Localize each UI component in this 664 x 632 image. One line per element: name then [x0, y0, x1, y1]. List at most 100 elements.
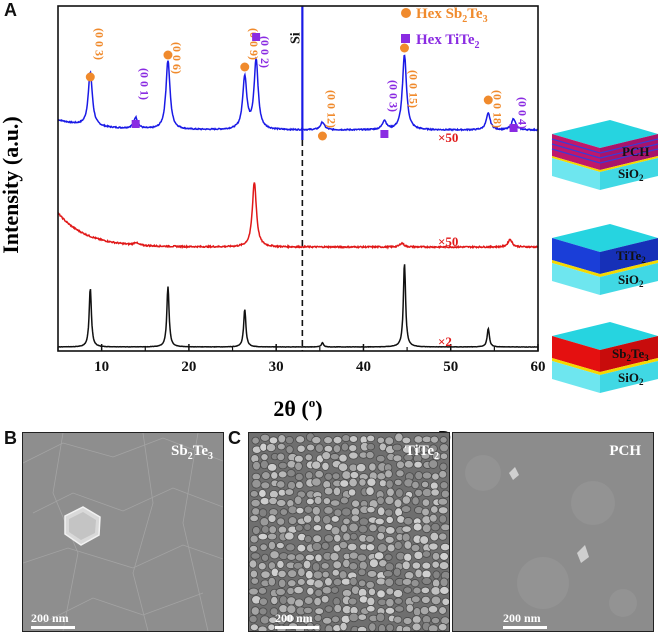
grain [393, 615, 403, 624]
grain [428, 444, 438, 453]
grain [321, 451, 332, 461]
grain [332, 435, 343, 445]
series-scale-tite2: ×50 [438, 234, 458, 249]
grain [312, 524, 323, 532]
grain [393, 498, 403, 508]
grain [348, 597, 358, 606]
sb2te3-marker [483, 95, 493, 105]
grain [305, 570, 314, 580]
grain [303, 505, 313, 514]
grain [365, 580, 375, 589]
grain [268, 525, 277, 535]
grain [284, 531, 295, 541]
grain [339, 496, 349, 505]
grain [330, 526, 341, 536]
grain [340, 577, 352, 586]
grain [365, 534, 375, 543]
grain [429, 513, 438, 523]
grain [420, 586, 430, 595]
grain [297, 567, 306, 577]
series-scale-pch: ×50 [438, 130, 458, 145]
grain [337, 462, 349, 472]
grain [412, 586, 422, 595]
grain [392, 567, 402, 577]
sb2te3-marker [317, 131, 327, 141]
grain [375, 454, 386, 463]
grain [428, 624, 439, 631]
peak-annotation: (0 0 4) [516, 97, 530, 129]
grain [293, 454, 304, 463]
grain [440, 523, 449, 532]
grain [313, 596, 322, 607]
grain [367, 587, 377, 597]
grain [438, 606, 447, 615]
grain [304, 535, 313, 544]
grain [331, 472, 341, 480]
grain [376, 589, 386, 599]
grain [267, 576, 277, 587]
grain [438, 470, 448, 479]
peak-annotation: (0 0 3) [92, 28, 106, 60]
grain [378, 479, 388, 488]
grain [349, 435, 359, 443]
sb2te3-marker [240, 62, 250, 72]
grain [267, 623, 276, 631]
legend-marker-sb2te3 [401, 8, 411, 18]
grain [259, 543, 268, 551]
x-tick-label-50: 50 [443, 359, 458, 375]
sem-scale-bar-sb2te3 [31, 626, 75, 629]
grain [339, 479, 350, 488]
grain [419, 535, 429, 545]
grain [332, 560, 342, 570]
grain [439, 552, 449, 561]
grain [384, 508, 394, 517]
grain [276, 517, 286, 526]
grain [430, 595, 442, 606]
grain [403, 460, 414, 469]
grain [439, 577, 449, 588]
grain [267, 532, 278, 541]
tite2-marker [131, 120, 140, 128]
grain [287, 516, 298, 525]
grain [260, 453, 269, 461]
grain [306, 586, 315, 596]
grain [384, 535, 395, 544]
grain [376, 531, 385, 541]
grain [411, 480, 420, 490]
stack-pch-substrate: SiO2 [618, 166, 644, 183]
grain [373, 551, 385, 561]
grain [413, 460, 423, 469]
sb2te3-marker [163, 50, 173, 60]
grain [429, 481, 439, 491]
peak-annotation: (0 0 1) [138, 68, 152, 100]
grain [366, 605, 376, 613]
grain [403, 552, 413, 562]
grain [421, 595, 431, 604]
grain [431, 551, 441, 561]
series-line-pch [58, 54, 538, 132]
grain [414, 488, 423, 497]
grain [341, 470, 352, 480]
grain [430, 435, 439, 444]
grain [366, 443, 376, 451]
grain [311, 477, 322, 487]
grain [439, 586, 449, 595]
grain [422, 523, 432, 534]
grain [421, 498, 431, 507]
grain [341, 507, 352, 517]
grain [395, 488, 404, 498]
grain [323, 486, 334, 496]
grain [285, 435, 294, 445]
grain [322, 616, 333, 625]
grain [323, 444, 333, 453]
x-axis-label: 2θ (o) [273, 395, 322, 421]
grain [365, 543, 376, 552]
grain [437, 623, 448, 631]
grain [304, 471, 314, 480]
grain [270, 567, 280, 577]
grain [429, 531, 440, 542]
grain [313, 579, 324, 589]
grain [251, 507, 261, 516]
grain [252, 526, 261, 535]
grain [377, 506, 386, 517]
